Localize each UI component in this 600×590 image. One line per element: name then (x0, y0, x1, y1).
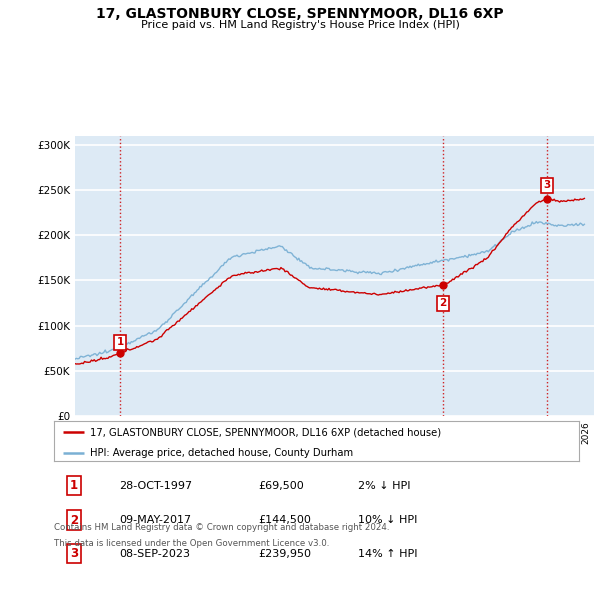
Text: 3: 3 (544, 181, 551, 191)
Text: 10% ↓ HPI: 10% ↓ HPI (359, 515, 418, 525)
Text: 1: 1 (70, 479, 78, 492)
Text: 2% ↓ HPI: 2% ↓ HPI (359, 481, 411, 491)
Text: 28-OCT-1997: 28-OCT-1997 (119, 481, 193, 491)
Text: Price paid vs. HM Land Registry's House Price Index (HPI): Price paid vs. HM Land Registry's House … (140, 20, 460, 30)
Text: 1: 1 (116, 337, 124, 348)
Text: This data is licensed under the Open Government Licence v3.0.: This data is licensed under the Open Gov… (54, 539, 329, 548)
Text: Contains HM Land Registry data © Crown copyright and database right 2024.: Contains HM Land Registry data © Crown c… (54, 523, 389, 532)
Text: 09-MAY-2017: 09-MAY-2017 (119, 515, 192, 525)
Text: 17, GLASTONBURY CLOSE, SPENNYMOOR, DL16 6XP (detached house): 17, GLASTONBURY CLOSE, SPENNYMOOR, DL16 … (90, 427, 441, 437)
Text: 08-SEP-2023: 08-SEP-2023 (119, 549, 191, 559)
Text: HPI: Average price, detached house, County Durham: HPI: Average price, detached house, Coun… (90, 448, 353, 458)
Text: 2: 2 (439, 299, 446, 309)
Text: 2: 2 (70, 514, 78, 527)
Text: 14% ↑ HPI: 14% ↑ HPI (359, 549, 418, 559)
Text: £144,500: £144,500 (259, 515, 311, 525)
Text: 17, GLASTONBURY CLOSE, SPENNYMOOR, DL16 6XP: 17, GLASTONBURY CLOSE, SPENNYMOOR, DL16 … (96, 7, 504, 21)
Text: £239,950: £239,950 (259, 549, 312, 559)
Text: 3: 3 (70, 547, 78, 560)
Text: £69,500: £69,500 (259, 481, 305, 491)
